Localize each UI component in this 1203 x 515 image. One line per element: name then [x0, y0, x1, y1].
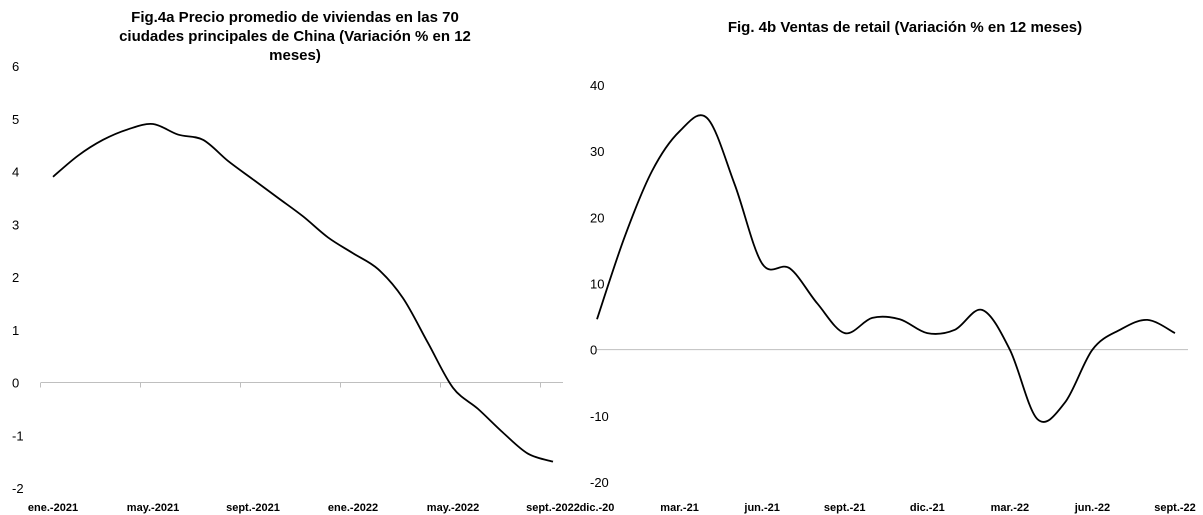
x-tick-label: dic.-21	[910, 502, 945, 514]
y-tick-label: 3	[12, 217, 19, 232]
line	[596, 114, 1176, 423]
chart: Fig. 4b Ventas de retail (Variación % en…	[580, 19, 1196, 514]
y-tick-label: 2	[12, 270, 19, 285]
x-tick-label: sept.-21	[824, 502, 866, 514]
x-tick-label: mar.-21	[660, 502, 699, 514]
chart-title: Fig. 4b Ventas de retail (Variación % en…	[728, 19, 1082, 36]
y-tick-label: 6	[12, 59, 19, 74]
y-tick-label: 40	[590, 78, 604, 93]
y-tick-label: 5	[12, 112, 19, 127]
y-tick-label: 1	[12, 323, 19, 338]
y-tick-label: 0	[590, 343, 597, 358]
y-tick-label: -1	[12, 428, 24, 443]
x-tick-label: ene.-2022	[328, 502, 378, 514]
y-tick-label: -10	[590, 409, 609, 424]
x-tick-label: mar.-22	[991, 502, 1030, 514]
y-tick-label: 4	[12, 165, 19, 180]
x-tick-label: jun.-22	[1074, 502, 1110, 514]
chart: Fig.4a Precio promedio de viviendas en l…	[12, 9, 580, 514]
x-tick-label: sept.-2021	[226, 502, 280, 514]
x-tick-label: may.-2021	[127, 502, 179, 514]
y-tick-label: 0	[12, 376, 19, 391]
line	[52, 122, 554, 463]
x-tick-label: dic.-20	[580, 502, 615, 514]
x-tick-label: sept.-2022	[526, 502, 580, 514]
y-tick-label: 30	[590, 144, 604, 159]
x-tick-label: ene.-2021	[28, 502, 78, 514]
y-tick-label: -2	[12, 481, 24, 496]
x-tick-label: jun.-21	[743, 502, 779, 514]
chart-title: Fig.4a Precio promedio de viviendas en l…	[119, 9, 471, 64]
x-tick-label: may.-2022	[427, 502, 479, 514]
x-tick-label: sept.-22	[1154, 502, 1196, 514]
y-tick-label: 20	[590, 210, 604, 225]
y-tick-label: 10	[590, 277, 604, 292]
y-tick-label: -20	[590, 475, 609, 490]
